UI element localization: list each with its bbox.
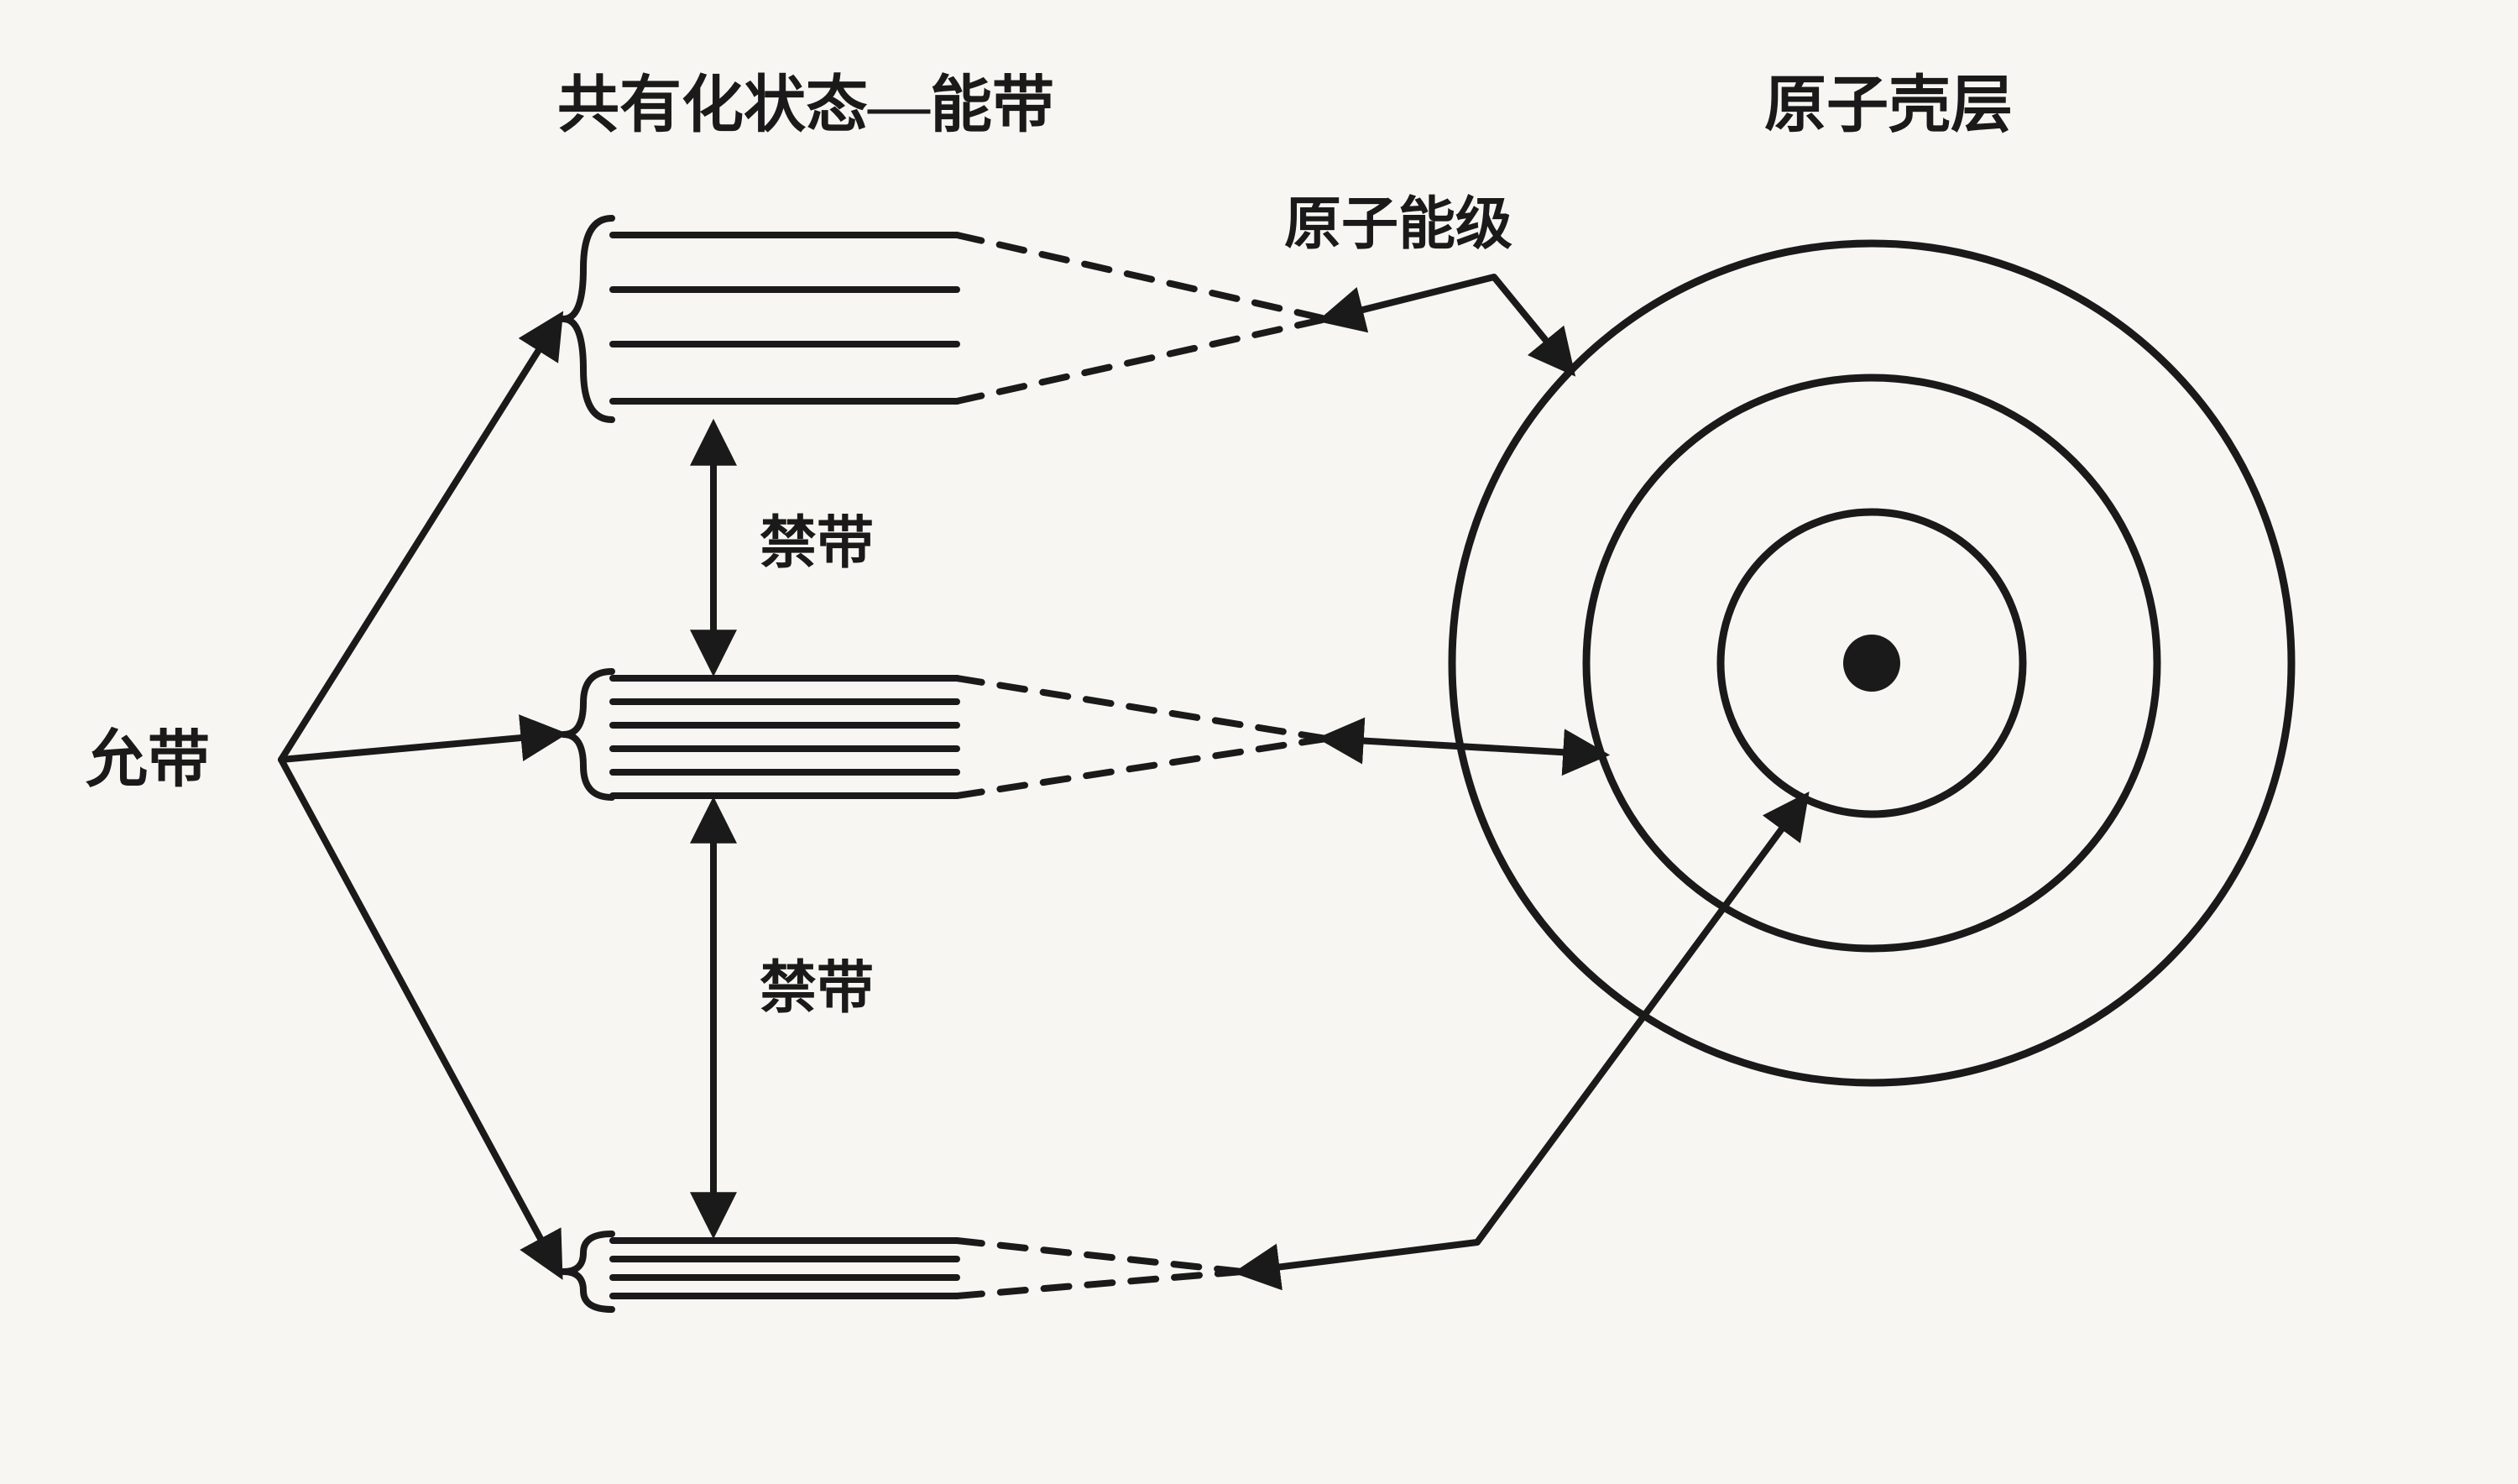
background	[0, 0, 2518, 1484]
title-shared-state-band: 共有化状态—能带	[557, 71, 1054, 140]
title-atom-shell: 原子壳层	[1764, 71, 2013, 140]
energy-band-diagram: 共有化状态—能带 原子壳层 原子能级 允带 禁带 禁带	[0, 0, 2518, 1484]
label-allowed-band: 允带	[86, 726, 210, 795]
label-forbidden-band-upper: 禁带	[760, 511, 874, 575]
label-forbidden-band-lower: 禁带	[760, 956, 874, 1020]
atom-nucleus	[1843, 635, 1900, 692]
label-atomic-level: 原子能级	[1284, 192, 1512, 256]
